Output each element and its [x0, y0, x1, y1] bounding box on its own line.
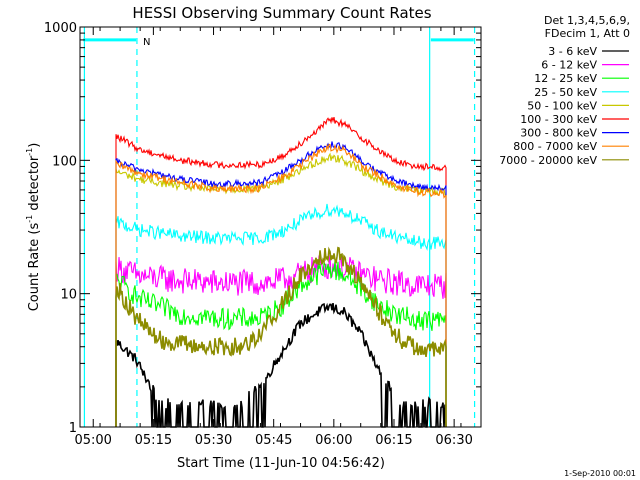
night-flag-label: N: [143, 37, 150, 48]
y-axis-label-sup2: -1: [25, 148, 34, 156]
x-tick-label-1: 05:00: [74, 433, 111, 448]
x-axis-label: Start Time (11-Jun-10 04:56:42): [177, 456, 385, 471]
y-axis-label: Count Rate (s-1 detector-1): [25, 143, 42, 312]
y-tick-label-1: 1: [69, 421, 77, 436]
x-tick-label-4: 05:45: [255, 433, 292, 448]
x-tick-label-6: 06:15: [375, 433, 412, 448]
series-line-1: [115, 302, 447, 428]
y-axis-label-main: Count Rate (s: [27, 223, 42, 312]
x-tick-label-7: 06:30: [435, 433, 472, 448]
y-tick-label-4: 1000: [44, 21, 77, 36]
x-axis-ticks: 05:00 05:15 05:30 05:45 06:00 06:15 06:30: [74, 27, 482, 448]
series-line-9: [115, 246, 447, 427]
y-axis-label-sup1: -1: [25, 215, 34, 223]
legend-label-5: 50 - 100 keV: [527, 99, 597, 112]
series-layer: [115, 116, 447, 428]
y-tick-label-3: 100: [52, 154, 77, 169]
legend-label-7: 300 - 800 keV: [520, 127, 597, 140]
series-line-4: [115, 203, 447, 427]
footer-date: 1-Sep-2010 00:01: [564, 469, 636, 478]
x-tick-label-5: 06:00: [315, 433, 352, 448]
x-tick-label-2: 05:15: [135, 433, 172, 448]
legend-label-8: 800 - 7000 keV: [513, 140, 597, 153]
series-line-8: [115, 143, 447, 427]
series-line-6: [115, 116, 447, 427]
legend-label-3: 12 - 25 keV: [534, 72, 597, 85]
legend-label-9: 7000 - 20000 keV: [499, 154, 597, 167]
y-axis-label-end: ): [27, 143, 42, 148]
legend-label-6: 100 - 300 keV: [520, 113, 597, 126]
series-line-2: [115, 253, 447, 427]
x-tick-label-3: 05:30: [195, 433, 232, 448]
legend: Det 1,3,4,5,6,9, FDecim 1, Att 0 3 - 6 k…: [499, 14, 630, 167]
y-axis-ticks: 1 10 100 1000: [44, 21, 481, 436]
legend-header-1: Det 1,3,4,5,6,9,: [544, 14, 630, 27]
legend-label-1: 3 - 6 keV: [548, 45, 597, 58]
series-line-7: [115, 141, 447, 427]
series-line-3: [115, 260, 447, 427]
legend-label-2: 6 - 12 keV: [541, 59, 597, 72]
chart-title: HESSI Observing Summary Count Rates: [132, 4, 431, 22]
y-axis-label-mid: detector: [27, 155, 42, 215]
y-tick-label-2: 10: [60, 288, 77, 303]
legend-label-4: 25 - 50 keV: [534, 86, 597, 99]
legend-header-2: FDecim 1, Att 0: [545, 27, 630, 40]
